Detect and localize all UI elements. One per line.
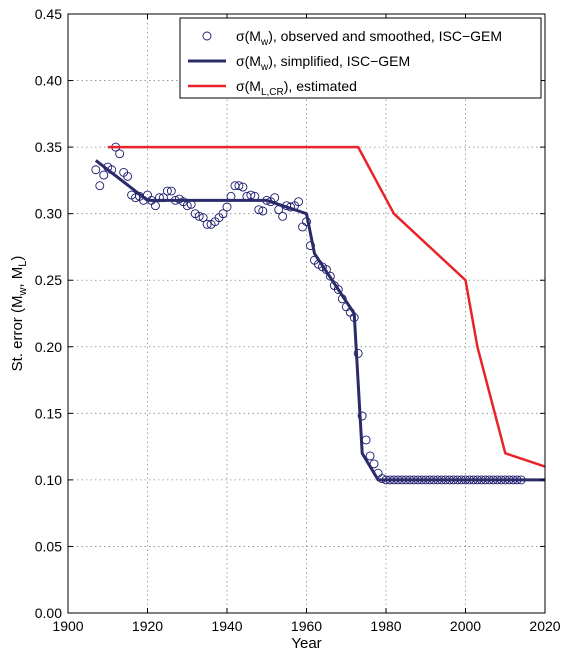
observed-point <box>95 181 105 191</box>
y-tick-labels: 0.00 0.05 0.10 0.15 0.20 0.25 0.30 0.35 0.40 0.45 <box>35 6 62 621</box>
y-tick-label: 0.45 <box>35 6 62 22</box>
observed-point <box>361 435 371 445</box>
observed-point <box>365 451 375 461</box>
y-tick-label: 0.25 <box>35 272 62 288</box>
y-axis-label-part: , M <box>9 267 26 288</box>
y-tick-label: 0.30 <box>35 206 62 222</box>
legend-entry: σ(ML,CR), estimated <box>188 78 357 98</box>
observed-point <box>162 186 172 196</box>
y-tick-label: 0.05 <box>35 538 62 554</box>
observed-point <box>298 222 307 232</box>
observed-point <box>99 170 109 180</box>
observed-point <box>333 285 343 294</box>
observed-point <box>258 206 268 216</box>
x-tick-label: 1960 <box>291 618 322 634</box>
observed-point <box>194 211 204 221</box>
x-tick-label: 1940 <box>211 618 242 634</box>
observed-point <box>357 411 367 421</box>
observed-point <box>278 211 288 221</box>
observed-point <box>198 213 208 223</box>
legend-entry: σ(Mw), simplified, ISC−GEM <box>188 53 410 73</box>
observed-point <box>166 186 176 196</box>
simplified-line <box>94 159 545 482</box>
observed-point <box>202 219 212 229</box>
observed-point <box>238 182 248 192</box>
legend-label-subscript: L,CR <box>261 87 284 98</box>
legend-entry: σ(Mw), observed and smoothed, ISC−GEM <box>202 28 502 48</box>
legend-label-part: σ(M <box>236 28 261 44</box>
y-tick-label: 0.15 <box>35 405 62 421</box>
x-tick-label: 2000 <box>450 618 481 634</box>
y-axis-label-part: ) <box>9 256 26 261</box>
legend-label-subscript: w <box>260 62 269 73</box>
legend-label: σ(ML,CR), estimated <box>236 78 357 98</box>
legend-label-part: ), observed and smoothed, ISC−GEM <box>268 28 502 44</box>
y-axis-label-part: St. error (M <box>9 296 26 372</box>
estimated-line <box>107 145 546 468</box>
observed-point <box>123 171 133 181</box>
x-tick-labels: 1900 1920 1940 1960 1980 2000 2020 <box>52 618 560 634</box>
legend-label-subscript: w <box>260 37 269 48</box>
legend-entries: σ(Mw), observed and smoothed, ISC−GEMσ(M… <box>188 28 502 98</box>
y-tick-label: 0.40 <box>35 73 62 89</box>
legend-label: σ(Mw), simplified, ISC−GEM <box>236 53 410 73</box>
legend-label-part: ), simplified, ISC−GEM <box>268 53 410 69</box>
y-axis-label-subscript: L <box>17 261 29 267</box>
observed-point <box>234 181 244 191</box>
y-tick-label: 0.20 <box>35 339 62 355</box>
x-tick-label: 1900 <box>52 618 83 634</box>
y-tick-label: 0.35 <box>35 139 62 155</box>
observed-point <box>306 241 315 251</box>
legend-label-part: σ(M <box>236 78 261 94</box>
observed-point <box>218 209 228 219</box>
observed-point <box>254 205 264 215</box>
observed-point <box>91 165 101 175</box>
y-axis-label-subscript: w <box>17 288 29 297</box>
y-axis-label: St. error (Mw, ML) <box>9 256 29 372</box>
legend-box <box>179 17 542 99</box>
legend-label-part: σ(M <box>236 53 261 69</box>
observed-point <box>131 193 141 203</box>
y-tick-label: 0.00 <box>35 605 62 621</box>
y-tick-label: 0.10 <box>35 472 62 488</box>
x-tick-label: 1980 <box>370 618 401 634</box>
x-tick-label: 1920 <box>132 618 163 634</box>
x-axis-label: Year <box>291 635 321 651</box>
series-layer <box>91 142 546 485</box>
observed-point <box>222 202 232 212</box>
legend: σ(Mw), observed and smoothed, ISC−GEMσ(M… <box>179 17 542 99</box>
legend-marker <box>202 31 212 41</box>
grid <box>68 14 545 613</box>
observed-point <box>115 149 125 159</box>
observed-point <box>294 197 303 207</box>
x-tick-label: 2020 <box>529 618 560 634</box>
observed-point <box>150 201 160 211</box>
legend-label-part: ), estimated <box>284 78 357 94</box>
legend-label: σ(Mw), observed and smoothed, ISC−GEM <box>236 28 502 48</box>
